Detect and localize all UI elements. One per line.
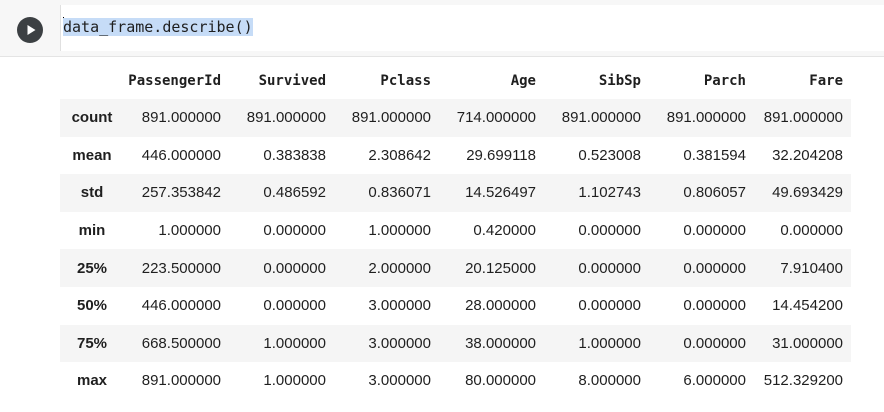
column-header: Pclass bbox=[380, 72, 431, 89]
table-cell: 0.000000 bbox=[780, 222, 843, 240]
table-cell: 3.000000 bbox=[368, 372, 431, 390]
table-cell: 446.000000 bbox=[141, 297, 221, 315]
table-cell: 7.910400 bbox=[780, 259, 843, 277]
code-line[interactable]: data_frame.describe() bbox=[63, 17, 253, 37]
table-cell: 0.381594 bbox=[683, 146, 746, 164]
table-cell: 891.000000 bbox=[351, 109, 431, 127]
table-cell: 1.102743 bbox=[578, 184, 641, 202]
play-icon bbox=[27, 25, 36, 35]
table-row: std 257.353842 0.486592 0.836071 14.526497 1.… bbox=[60, 174, 851, 212]
table-cell: 446.000000 bbox=[141, 146, 221, 164]
table-cell: 0.836071 bbox=[368, 184, 431, 202]
table-cell: 0.523008 bbox=[578, 146, 641, 164]
table-cell: 20.125000 bbox=[465, 259, 536, 277]
table-cell: 29.699118 bbox=[466, 146, 536, 164]
table-row: max 891.000000 1.000000 3.000000 80.000000 8.… bbox=[60, 362, 851, 400]
row-label: mean bbox=[72, 146, 112, 164]
table-row: 25% 223.500000 0.000000 2.000000 20.125000 0.… bbox=[60, 249, 851, 287]
table-cell: 0.000000 bbox=[683, 259, 746, 277]
column-header: Parch bbox=[703, 72, 746, 89]
column-header: Fare bbox=[809, 72, 843, 89]
row-label: std bbox=[80, 184, 104, 202]
table-cell: 8.000000 bbox=[578, 372, 641, 390]
cell-output: PassengerId Survived Pclass Age SibSp Pa… bbox=[60, 62, 880, 400]
cell-gutter bbox=[0, 0, 60, 56]
table-cell: 1.000000 bbox=[263, 372, 326, 390]
column-header: Survived bbox=[258, 72, 326, 89]
table-cell: 891.000000 bbox=[561, 109, 641, 127]
table-row: 75% 668.500000 1.000000 3.000000 38.000000 1.… bbox=[60, 324, 851, 363]
row-label: count bbox=[71, 109, 113, 127]
index-header bbox=[60, 62, 124, 99]
table-cell: 0.486592 bbox=[263, 184, 326, 202]
table-cell: 891.000000 bbox=[141, 109, 221, 127]
selected-code[interactable]: data_frame.describe() bbox=[63, 18, 253, 36]
row-label: 50% bbox=[76, 297, 108, 315]
code-cell: data_frame.describe() bbox=[0, 0, 884, 57]
table-cell: 512.329200 bbox=[763, 372, 843, 390]
table-cell: 0.000000 bbox=[263, 259, 326, 277]
table-body: count 891.000000 891.000000 891.000000 714.0… bbox=[60, 99, 851, 400]
column-header: Age bbox=[510, 72, 536, 89]
table-header-row: PassengerId Survived Pclass Age SibSp Pa… bbox=[60, 62, 851, 99]
dataframe-table: PassengerId Survived Pclass Age SibSp Pa… bbox=[60, 62, 851, 400]
table-cell: 0.806057 bbox=[683, 184, 746, 202]
table-cell: 0.000000 bbox=[578, 259, 641, 277]
table-cell: 0.000000 bbox=[683, 222, 746, 240]
table-cell: 6.000000 bbox=[683, 372, 746, 390]
table-cell: 891.000000 bbox=[666, 109, 746, 127]
table-cell: 14.526497 bbox=[465, 184, 536, 202]
code-editor[interactable]: data_frame.describe() bbox=[60, 5, 884, 51]
table-cell: 2.000000 bbox=[368, 259, 431, 277]
table-cell: 891.000000 bbox=[141, 372, 221, 390]
table-cell: 1.000000 bbox=[368, 222, 431, 240]
table-cell: 1.000000 bbox=[158, 222, 221, 240]
table-cell: 31.000000 bbox=[772, 334, 843, 352]
table-cell: 668.500000 bbox=[141, 334, 221, 352]
table-cell: 80.000000 bbox=[465, 372, 536, 390]
run-cell-button[interactable] bbox=[17, 17, 43, 43]
table-cell: 223.500000 bbox=[141, 259, 221, 277]
table-cell: 0.420000 bbox=[473, 222, 536, 240]
table-cell: 0.383838 bbox=[263, 146, 326, 164]
table-cell: 891.000000 bbox=[246, 109, 326, 127]
row-label: 75% bbox=[76, 334, 108, 352]
table-cell: 714.000000 bbox=[456, 109, 536, 127]
table-cell: 28.000000 bbox=[465, 297, 536, 315]
table-cell: 3.000000 bbox=[368, 334, 431, 352]
table-cell: 1.000000 bbox=[578, 334, 641, 352]
table-cell: 891.000000 bbox=[763, 109, 843, 127]
table-cell: 32.204208 bbox=[772, 146, 843, 164]
table-cell: 0.000000 bbox=[263, 297, 326, 315]
table-cell: 1.000000 bbox=[263, 334, 326, 352]
table-cell: 14.454200 bbox=[772, 297, 843, 315]
table-row: mean 446.000000 0.383838 2.308642 29.699118 0… bbox=[60, 137, 851, 175]
table-cell: 0.000000 bbox=[263, 222, 326, 240]
table-cell: 0.000000 bbox=[578, 222, 641, 240]
table-cell: 49.693429 bbox=[772, 184, 843, 202]
table-cell: 3.000000 bbox=[368, 297, 431, 315]
row-label: max bbox=[76, 372, 108, 390]
row-label: 25% bbox=[76, 259, 108, 277]
column-header: SibSp bbox=[598, 72, 641, 89]
table-cell: 38.000000 bbox=[465, 334, 536, 352]
table-cell: 0.000000 bbox=[683, 297, 746, 315]
table-cell: 2.308642 bbox=[368, 146, 431, 164]
table-cell: 0.000000 bbox=[578, 297, 641, 315]
table-row: count 891.000000 891.000000 891.000000 714.0… bbox=[60, 99, 851, 137]
table-cell: 257.353842 bbox=[141, 184, 221, 202]
column-header: PassengerId bbox=[128, 72, 221, 89]
table-row: 50% 446.000000 0.000000 3.000000 28.000000 0.… bbox=[60, 287, 851, 325]
table-row: min 1.000000 0.000000 1.000000 0.420000 0.000… bbox=[60, 212, 851, 250]
row-label: min bbox=[78, 222, 106, 240]
table-cell: 0.000000 bbox=[683, 334, 746, 352]
